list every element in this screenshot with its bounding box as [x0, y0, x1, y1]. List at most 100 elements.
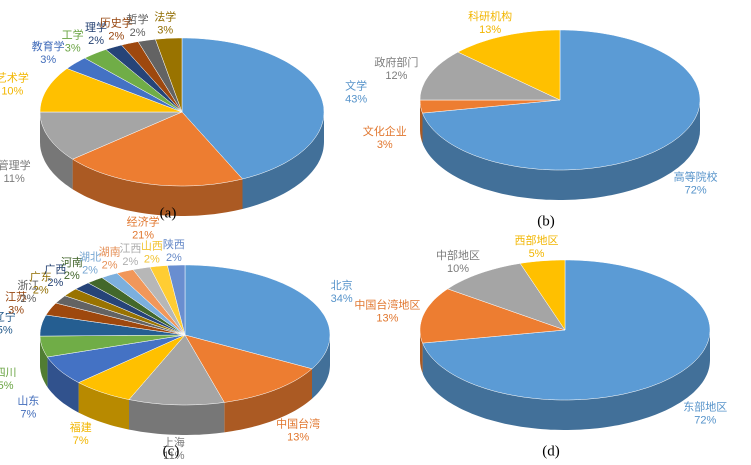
slice-side	[312, 335, 330, 399]
slice	[519, 259, 566, 331]
slice	[78, 334, 186, 400]
slice-value-label: 7%	[20, 409, 36, 421]
slice	[55, 295, 186, 336]
slice	[419, 288, 566, 344]
slice-value-label: 3%	[8, 305, 24, 317]
slice-label: 法学	[154, 10, 176, 24]
slice	[447, 263, 566, 331]
slice	[39, 68, 183, 113]
slice	[181, 37, 325, 180]
slice	[75, 282, 186, 336]
slice-label: 东部地区	[683, 399, 727, 413]
slice-value-label: 2%	[130, 27, 146, 39]
slice-value-label: 2%	[144, 253, 160, 265]
slice	[167, 264, 186, 336]
slice	[87, 277, 186, 336]
slice-label: 艺术学	[0, 70, 29, 84]
panel-caption: (b)	[537, 213, 555, 229]
slice-label: 教育学	[32, 39, 65, 53]
slice	[116, 269, 186, 336]
slice	[419, 51, 561, 101]
slice	[39, 111, 183, 160]
slice-value-label: 3%	[40, 54, 56, 66]
slice-label: 广西	[44, 263, 66, 276]
slice-label: 中部地区	[436, 248, 480, 262]
slice-value-label: 11%	[163, 450, 184, 462]
slice-label: 上海	[163, 435, 185, 449]
slice-label: 历史学	[100, 15, 133, 29]
slice	[101, 272, 186, 336]
slice-side	[242, 112, 324, 209]
slice-label: 经济学	[127, 215, 160, 229]
slice	[45, 302, 186, 336]
slice-side	[72, 159, 243, 216]
slice-value-label: 5%	[0, 380, 14, 392]
slice-value-label: 3%	[377, 139, 393, 151]
slice-label: 中国台湾地区	[354, 298, 420, 312]
slice-value-label: 43%	[345, 94, 367, 106]
panel-caption: (a)	[160, 205, 177, 221]
slice-label: 文化企业	[363, 124, 407, 138]
slice-value-label: 2%	[102, 259, 118, 271]
slice-value-label: 13%	[479, 24, 501, 36]
slice	[121, 41, 183, 113]
slice-value-label: 72%	[685, 184, 707, 196]
slice-side	[420, 100, 423, 144]
slice	[155, 37, 183, 113]
slice-value-label: 13%	[376, 313, 398, 325]
slice-label: 西部地区	[515, 233, 559, 247]
slice-side	[78, 382, 129, 430]
slice-value-label: 2%	[108, 30, 124, 42]
slice-label: 山西	[141, 239, 163, 252]
slice-label: 理学	[85, 20, 107, 34]
slice	[64, 288, 186, 336]
slice	[46, 334, 186, 383]
slice-label: 陕西	[163, 237, 185, 251]
slice	[105, 44, 183, 113]
slice-label: 江苏	[5, 291, 27, 304]
slice	[137, 39, 183, 113]
slice	[149, 265, 186, 336]
slice-value-label: 2%	[33, 285, 49, 297]
slice-label: 四川	[0, 367, 17, 379]
slice	[184, 264, 331, 370]
slice	[84, 49, 183, 113]
slice-value-label: 3%	[157, 25, 173, 37]
slice-value-label: 2%	[20, 293, 36, 305]
slice-value-label: 2%	[82, 264, 98, 276]
slice-label: 广东	[30, 271, 52, 284]
slice-label: 湖北	[79, 250, 101, 263]
panel-caption: (d)	[542, 443, 560, 459]
slice-value-label: 11%	[4, 173, 25, 185]
slice	[422, 29, 701, 171]
slice	[39, 314, 186, 337]
slice-label: 湖南	[99, 245, 121, 258]
slice-label: 政府部门	[374, 55, 418, 69]
slice-side	[420, 330, 423, 374]
slice-label: 福建	[70, 420, 92, 434]
slice	[184, 334, 313, 403]
slice-side	[422, 100, 700, 200]
slice-value-label: 21%	[132, 230, 154, 242]
slice-value-label: 12%	[385, 70, 407, 82]
slice-value-label: 13%	[287, 432, 309, 444]
slice-value-label: 10%	[447, 263, 469, 275]
slice-side	[40, 112, 73, 190]
slice-label: 工学	[62, 28, 84, 42]
slice-value-label: 5%	[0, 324, 13, 336]
slice	[39, 334, 186, 358]
slice-value-label: 7%	[73, 435, 89, 447]
slice-label: 科研机构	[468, 9, 512, 23]
slice-value-label: 2%	[47, 277, 63, 289]
slice-side	[129, 399, 225, 435]
slice	[457, 29, 561, 101]
slice-label: 文学	[345, 79, 367, 93]
slice	[72, 111, 243, 187]
slice-label: 哲学	[127, 12, 149, 26]
slice-side	[40, 336, 48, 387]
slice-value-label: 2%	[166, 252, 182, 264]
slice-value-label: 5%	[529, 248, 545, 260]
slice-value-label: 10%	[1, 85, 23, 97]
slice-side	[47, 357, 79, 413]
